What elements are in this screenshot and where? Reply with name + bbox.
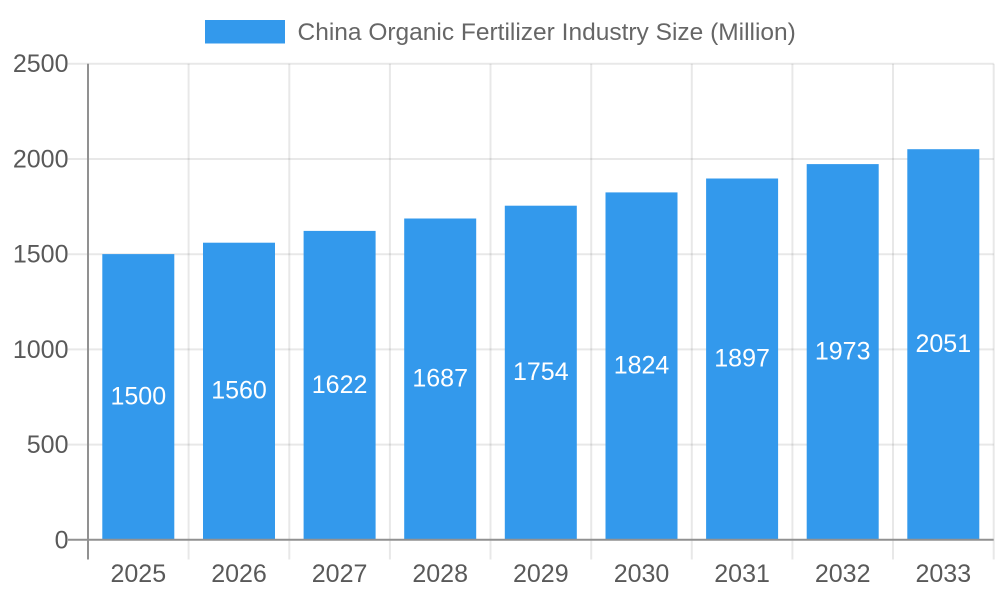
svg-text:1622: 1622	[312, 371, 368, 399]
svg-text:1897: 1897	[714, 345, 770, 373]
svg-text:China Organic Fertilizer Indus: China Organic Fertilizer Industry Size (…	[298, 19, 796, 46]
svg-text:2051: 2051	[915, 330, 971, 358]
svg-text:1973: 1973	[815, 337, 871, 365]
svg-text:1560: 1560	[211, 377, 267, 405]
svg-text:2028: 2028	[412, 560, 468, 588]
svg-text:2025: 2025	[110, 560, 166, 588]
svg-text:2030: 2030	[614, 560, 670, 588]
svg-text:1824: 1824	[614, 352, 670, 380]
svg-text:1500: 1500	[13, 241, 69, 269]
svg-text:2000: 2000	[13, 146, 69, 174]
svg-text:0: 0	[55, 526, 69, 554]
svg-text:500: 500	[27, 431, 69, 459]
svg-text:2032: 2032	[815, 560, 871, 588]
svg-text:2026: 2026	[211, 560, 267, 588]
svg-text:2500: 2500	[13, 50, 69, 78]
svg-text:2033: 2033	[915, 560, 971, 588]
svg-text:2031: 2031	[714, 560, 770, 588]
svg-text:1754: 1754	[513, 358, 569, 386]
svg-text:2029: 2029	[513, 560, 569, 588]
svg-text:2027: 2027	[312, 560, 368, 588]
svg-text:1500: 1500	[110, 382, 166, 410]
svg-text:1000: 1000	[13, 336, 69, 364]
svg-text:1687: 1687	[412, 365, 468, 393]
